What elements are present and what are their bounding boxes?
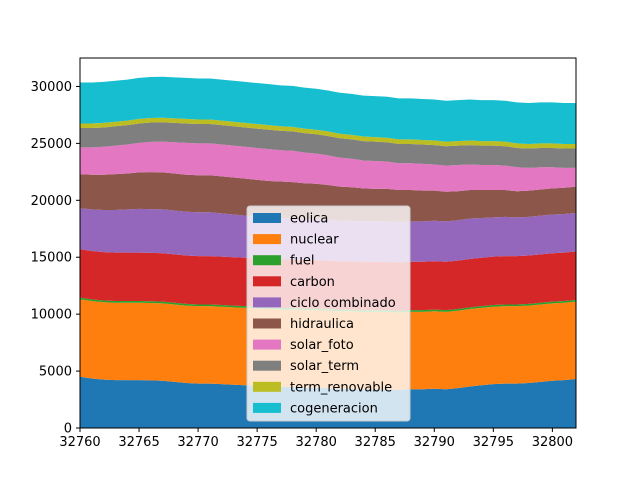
y-axis: 0 5000 10000 15000 20000 25000 30000	[31, 80, 80, 437]
legend: eolica nuclear fuel carbon ciclo combinado hi…	[246, 205, 411, 422]
area-solar-foto	[80, 141, 576, 192]
x-tick-label: 32770	[177, 435, 218, 450]
legend-swatch	[253, 339, 281, 350]
legend-label: cogeneracion	[290, 401, 378, 416]
area-hidraulica	[80, 172, 576, 222]
y-tick-label: 25000	[31, 137, 72, 152]
legend-label: fuel	[290, 254, 314, 269]
legend-swatch	[253, 297, 281, 308]
x-tick-label: 32780	[296, 435, 337, 450]
legend-swatch	[253, 255, 281, 266]
legend-swatch	[253, 402, 281, 413]
legend-label: ciclo combinado	[290, 296, 396, 311]
legend-label: solar_term	[290, 359, 359, 374]
y-tick-label: 20000	[31, 194, 72, 209]
legend-swatch	[253, 234, 281, 245]
x-tick-label: 32775	[236, 435, 277, 450]
area-term-renovable	[80, 117, 576, 149]
area-solar-term	[80, 122, 576, 168]
legend-swatch	[253, 276, 281, 287]
x-tick-label: 32800	[532, 435, 573, 450]
x-tick-label: 32760	[59, 435, 100, 450]
plot-frame	[79, 57, 577, 429]
legend-swatch	[253, 213, 281, 223]
x-tick-label: 32795	[473, 435, 514, 450]
y-tick-label: 0	[64, 422, 72, 437]
x-axis: 32760 32765 32770 32775 32780 32785 32790 32795…	[59, 428, 573, 450]
x-tick-label: 32765	[118, 435, 159, 450]
y-tick-label: 15000	[31, 251, 72, 266]
legend-label: hidraulica	[290, 317, 354, 332]
y-tick-label: 5000	[39, 365, 72, 380]
legend-swatch	[253, 381, 281, 392]
legend-swatch	[253, 318, 281, 329]
x-tick-label: 32785	[355, 435, 396, 450]
legend-label: carbon	[290, 275, 335, 290]
legend-label: term_renovable	[290, 380, 392, 395]
x-tick-label: 32790	[414, 435, 455, 450]
legend-swatch	[253, 360, 281, 371]
legend-label: nuclear	[290, 233, 339, 248]
area-cogeneracion	[80, 76, 576, 144]
area-layers	[80, 76, 576, 428]
legend-label: eolica	[290, 212, 328, 227]
legend-label: solar_foto	[290, 338, 354, 353]
y-tick-label: 30000	[31, 80, 72, 95]
legend-box	[246, 205, 411, 422]
y-tick-label: 10000	[31, 308, 72, 323]
